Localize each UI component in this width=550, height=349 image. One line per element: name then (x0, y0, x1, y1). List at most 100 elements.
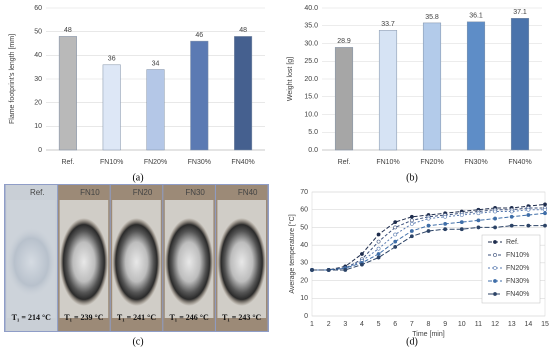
y-tick-label: 15.0 (304, 94, 318, 101)
caption: (c) (132, 336, 143, 347)
y-axis-label: Flame footprint's length [mm] (9, 34, 16, 124)
y-tick-label: 0.0 (308, 147, 318, 154)
data-label: 36 (108, 56, 116, 63)
burn-mark (164, 218, 214, 306)
y-axis-label: Average temperature [°C] (288, 214, 296, 293)
marker (509, 223, 514, 228)
legend-box (481, 234, 541, 304)
data-label: 34 (152, 60, 160, 67)
marker (443, 227, 448, 232)
bar (378, 30, 398, 151)
y-tick-label: 10 (34, 123, 42, 130)
sample-temperature: T₁ = 246 °C (169, 313, 208, 322)
bar (146, 69, 165, 151)
caption: (a) (132, 172, 143, 183)
x-tick-label: 12 (491, 321, 499, 328)
marker (360, 252, 364, 256)
marker (376, 239, 381, 244)
legend-marker (493, 253, 497, 257)
sample-label: FN20 (133, 188, 153, 197)
bar (334, 47, 354, 151)
marker (310, 268, 314, 272)
sample-label: FN10 (80, 188, 100, 197)
x-tick-label: FN10% (376, 159, 399, 166)
y-tick-label: 20 (34, 100, 42, 107)
x-axis-label: Time [min] (412, 331, 444, 338)
marker (459, 213, 464, 217)
x-tick-label: 7 (410, 321, 414, 328)
burn-mark (217, 218, 266, 306)
sample-temperature: T₁ = 239 °C (64, 313, 103, 322)
x-tick-label: FN30% (188, 159, 211, 166)
x-tick-label: FN40% (231, 159, 254, 166)
data-label: 35.8 (425, 14, 439, 21)
x-tick-label: FN20% (144, 159, 167, 166)
x-tick-label: 8 (427, 321, 431, 328)
marker (409, 229, 414, 233)
sample-temperature: T₁ = 243 °C (222, 313, 261, 322)
y-tick-label: 35.0 (304, 23, 318, 30)
data-label: 48 (239, 27, 247, 34)
series-line (312, 209, 545, 271)
x-tick-label: 15 (541, 321, 549, 328)
marker (476, 225, 481, 230)
x-tick-label: 1 (310, 321, 314, 328)
x-tick-label: 4 (360, 321, 364, 328)
sample-label: FN30 (185, 188, 205, 197)
marker (526, 207, 531, 212)
series-line (312, 225, 545, 271)
y-tick-label: 40.0 (304, 5, 318, 12)
marker (426, 223, 431, 228)
x-tick-label: 9 (443, 321, 447, 328)
y-tick-label: 70 (300, 189, 308, 196)
marker (526, 223, 531, 228)
y-tick-label: 30.0 (304, 40, 318, 47)
x-tick-label: 5 (377, 321, 381, 328)
x-tick-label: Ref. (61, 159, 74, 166)
data-label: 48 (64, 27, 72, 34)
y-tick-label: 20.0 (304, 76, 318, 83)
burn-mark (59, 218, 109, 306)
sample-label: FN40 (238, 188, 258, 197)
bar (102, 64, 121, 151)
y-tick-label: 30 (300, 260, 308, 267)
caption: (b) (406, 172, 418, 183)
y-tick-label: 20 (300, 277, 308, 284)
bar (58, 36, 77, 151)
y-tick-label: 0 (304, 313, 308, 320)
marker (493, 225, 497, 230)
y-tick-label: 5.0 (308, 129, 318, 136)
sample-label: Ref. (30, 188, 45, 197)
series-line (312, 207, 545, 271)
sample-temperature: T₁ = 241 °C (117, 313, 156, 322)
marker (360, 262, 364, 267)
legend-marker (493, 240, 497, 244)
bar (422, 22, 442, 151)
y-tick-label: 40 (34, 52, 42, 59)
y-tick-label: 60 (300, 207, 308, 214)
y-tick-label: 10.0 (304, 111, 318, 118)
marker (476, 211, 481, 216)
marker (493, 216, 497, 221)
marker (393, 245, 398, 249)
x-tick-label: 6 (393, 321, 397, 328)
marker (393, 239, 398, 244)
bar (234, 36, 253, 151)
marker (376, 255, 381, 260)
marker (459, 227, 464, 232)
x-tick-label: 3 (343, 321, 347, 328)
legend-marker (493, 292, 497, 296)
marker (543, 207, 547, 212)
y-tick-label: 60 (34, 5, 42, 12)
x-tick-label: FN30% (464, 159, 487, 166)
marker (376, 252, 381, 256)
y-tick-label: 10 (300, 295, 308, 302)
x-tick-label: 10 (458, 321, 466, 328)
x-tick-label: 14 (524, 321, 532, 328)
x-tick-label: 2 (327, 321, 331, 328)
marker (443, 214, 448, 219)
y-tick-label: 0 (38, 147, 42, 154)
marker (409, 221, 414, 226)
bar (510, 18, 530, 151)
